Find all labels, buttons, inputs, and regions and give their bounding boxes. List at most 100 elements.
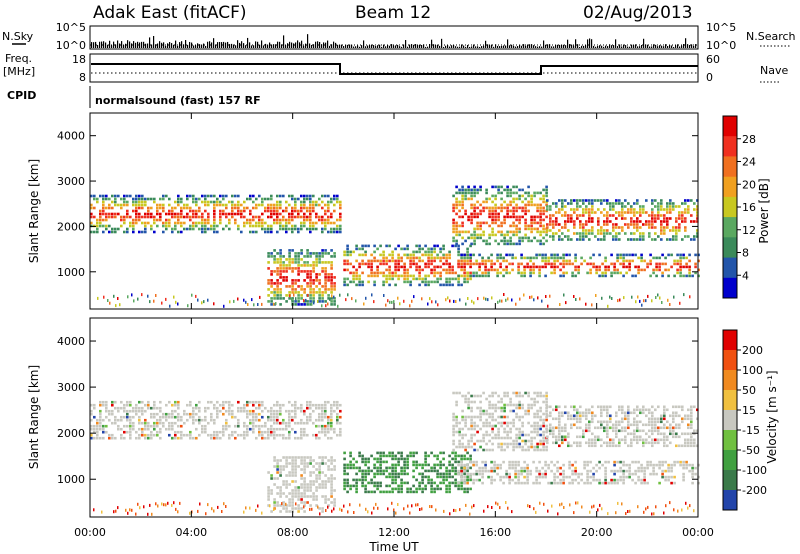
velocity-cell [246, 403, 249, 407]
power-speckle [327, 302, 329, 306]
velocity-cell [497, 430, 500, 434]
velocity-cell [515, 445, 518, 449]
velocity-cell [485, 424, 488, 428]
velocity-cell [518, 427, 521, 431]
power-cell [582, 202, 585, 205]
velocity-cell [488, 412, 491, 416]
velocity-cell [300, 459, 303, 462]
power-cell [524, 209, 527, 213]
velocity-cell [427, 463, 430, 467]
power-speckle [601, 296, 603, 300]
velocity-cell [270, 424, 273, 428]
velocity-cell [303, 492, 306, 495]
power-cell [204, 197, 207, 201]
velocity-cell [436, 475, 439, 479]
noise-bar [497, 45, 499, 48]
velocity-cell [255, 412, 258, 416]
velocity-cell [433, 490, 436, 494]
velocity-cell [321, 495, 324, 498]
power-cell [494, 221, 497, 225]
velocity-cell [545, 424, 548, 428]
power-cell [400, 265, 403, 269]
velocity-cell [412, 475, 415, 479]
velocity-cell [630, 411, 633, 415]
velocity-cell [651, 417, 654, 421]
power-colorbar-tick-label: 24 [742, 156, 756, 169]
velocity-cell [619, 466, 622, 470]
velocity-cell [165, 412, 168, 416]
power-cell [358, 280, 361, 284]
power-cell [678, 226, 681, 229]
power-cell [403, 274, 406, 278]
power-cell [96, 230, 99, 234]
velocity-cell [276, 415, 279, 419]
velocity-cell [207, 406, 210, 410]
power-cell [636, 202, 639, 205]
velocity-cell [491, 403, 494, 407]
velocity-cell [300, 495, 303, 498]
power-cell [183, 206, 186, 210]
power-cell [527, 185, 530, 189]
power-cell [696, 199, 699, 202]
power-speckle [175, 300, 177, 304]
power-cell [177, 200, 180, 204]
power-cell [648, 235, 651, 238]
velocity-cell [379, 472, 382, 476]
power-cell [409, 280, 412, 284]
power-cell [622, 256, 625, 260]
velocity-cell [352, 466, 355, 470]
velocity-cell [690, 441, 693, 445]
velocity-cell [291, 480, 294, 483]
noise-bar [215, 44, 217, 48]
velocity-cell [452, 430, 455, 434]
velocity-cell [346, 484, 349, 488]
noise-bar [465, 46, 467, 48]
power-cell [487, 259, 490, 263]
power-cell [321, 215, 324, 219]
power-cell [159, 203, 162, 207]
velocity-cell [306, 495, 309, 498]
power-cell [382, 283, 385, 287]
power-cell [427, 259, 430, 263]
velocity-cell [506, 391, 509, 395]
noise-bar [557, 44, 559, 48]
power-cell [503, 215, 506, 219]
power-cell [524, 221, 527, 225]
power-cell [571, 262, 574, 266]
power-cell [633, 226, 636, 229]
velocity-cell [473, 433, 476, 437]
noise-bar [95, 41, 97, 48]
power-cell [585, 199, 588, 202]
power-cell [213, 203, 216, 207]
power-cell [517, 271, 520, 275]
velocity-cell [243, 403, 246, 407]
power-cell [564, 214, 567, 217]
power-cell [279, 203, 282, 207]
power-cell [312, 194, 315, 198]
power-cell [526, 265, 529, 269]
power-cell [628, 262, 631, 266]
velocity-cell [132, 421, 135, 425]
power-speckle [619, 298, 621, 302]
velocity-cell [642, 441, 645, 445]
power-cell [606, 202, 609, 205]
power-cell [135, 212, 138, 216]
power-cell [306, 264, 309, 267]
velocity-cell [562, 475, 565, 479]
velocity-cell [546, 441, 549, 445]
power-cell [487, 256, 490, 260]
velocity-cell [300, 498, 303, 501]
power-cell [330, 261, 333, 264]
power-cell [497, 185, 500, 189]
velocity-cell [539, 418, 542, 422]
noise-bar [405, 40, 407, 48]
power-cell [276, 215, 279, 219]
velocity-cell [503, 448, 506, 452]
velocity-cell [300, 430, 303, 434]
power-cell [627, 211, 630, 214]
power-cell [666, 202, 669, 205]
velocity-cell [579, 417, 582, 421]
velocity-cell [171, 412, 174, 416]
power-cell [661, 253, 664, 257]
power-cell [288, 285, 291, 288]
